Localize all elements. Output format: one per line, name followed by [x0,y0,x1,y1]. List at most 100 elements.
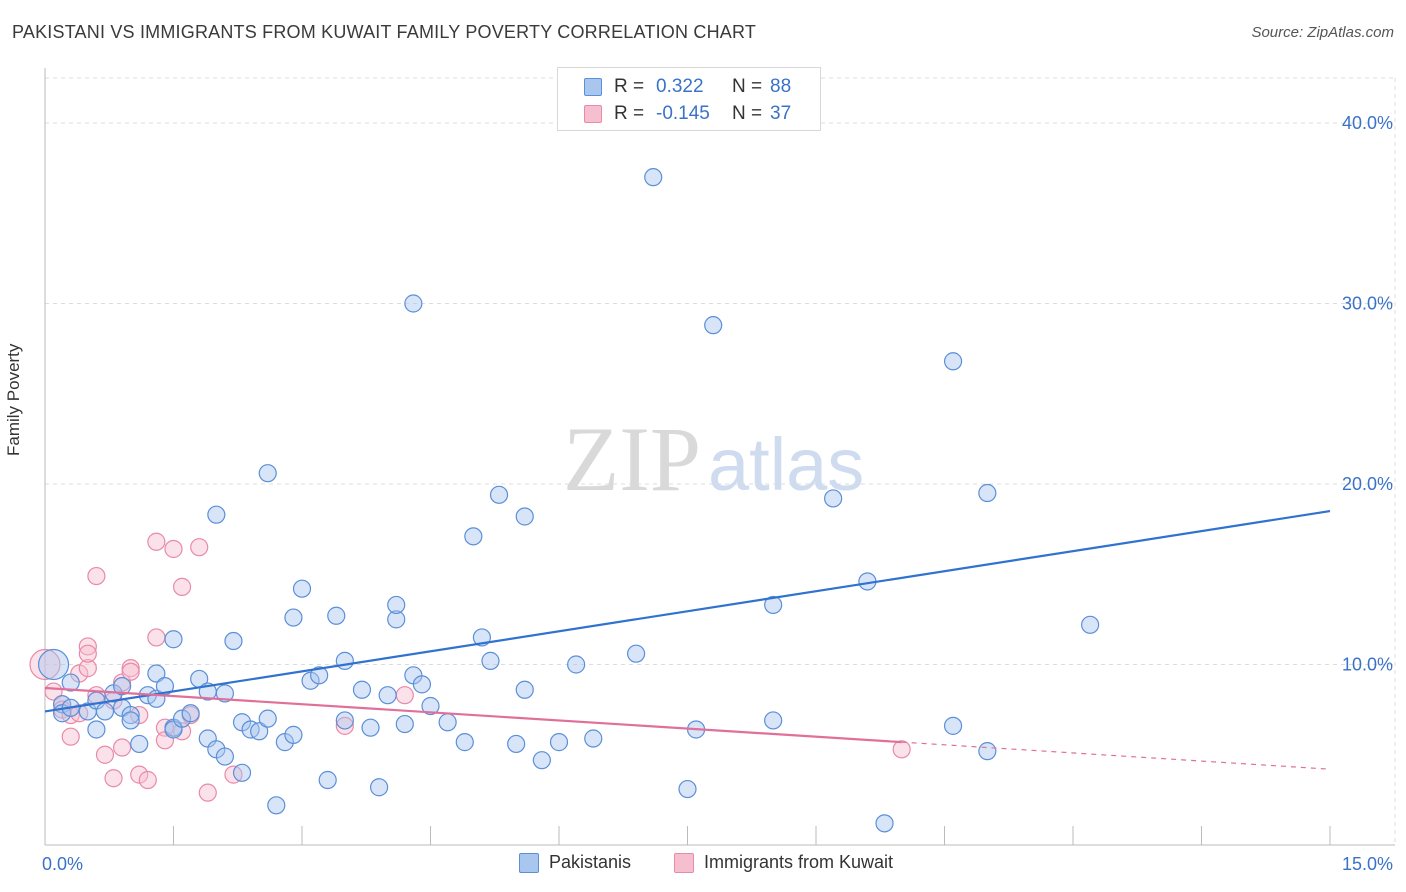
pakistanis-point[interactable] [455,733,474,752]
axes [44,68,1395,846]
pakistanis-point[interactable] [489,485,509,504]
immigrants-point[interactable] [138,770,157,790]
pakistanis-point[interactable] [327,606,346,625]
pakistanis-point[interactable] [250,722,269,741]
pakistanis-point[interactable] [1081,615,1100,634]
immigrants-point[interactable] [335,716,354,735]
pakistanis-point[interactable] [301,671,320,690]
pakistanis-point[interactable] [112,677,132,696]
watermark-atlas: atlas [708,423,864,506]
immigrants-point[interactable] [95,745,115,764]
pakistanis-point[interactable] [678,779,697,799]
immigrants-point[interactable] [29,648,61,681]
bottom-legend-pakistanis[interactable]: Pakistanis [519,852,631,873]
pakistanis-point[interactable] [172,709,192,728]
immigrants-point[interactable] [104,769,123,788]
immigrants-point[interactable] [78,637,97,656]
pakistanis-point[interactable] [258,709,277,728]
pakistanis-point[interactable] [335,711,354,730]
legend-n-label: N = [732,76,763,97]
immigrants-point[interactable] [61,727,80,746]
pakistanis-point[interactable] [412,675,432,694]
pakistanis-point[interactable] [284,725,303,744]
bottom-legend-swatch-pakistanis [519,852,539,873]
pakistanis-point[interactable] [292,579,312,598]
pakistanis-point[interactable] [130,734,149,754]
pakistanis-point[interactable] [421,696,440,716]
pakistanis-point[interactable] [515,680,534,699]
pakistanis-point[interactable] [335,651,354,670]
pakistanis-point[interactable] [824,489,843,508]
pakistanis-point[interactable] [95,702,115,721]
immigrants-point[interactable] [395,686,414,705]
pakistanis-point[interactable] [943,352,963,371]
source-label: Source: ZipAtlas.com [1251,24,1394,41]
pakistanis-point[interactable] [181,704,200,723]
pakistanis-point[interactable] [224,631,243,651]
pakistanis-point[interactable] [704,316,723,335]
pakistanis-point[interactable] [164,630,183,649]
pakistanis-point[interactable] [370,778,389,797]
pakistanis-point[interactable] [215,747,234,766]
pakistanis-point[interactable] [37,648,70,681]
pakistanis-point[interactable] [267,796,286,815]
immigrants-point[interactable] [78,659,97,678]
pakistanis-point[interactable] [387,610,406,629]
pakistanis-point[interactable] [515,507,534,526]
pakistanis-point[interactable] [507,734,526,754]
immigrants-point[interactable] [198,783,217,802]
tick-labels: 10.0% 20.0% 30.0% 40.0% 0.0% 15.0% [42,113,1393,874]
pakistanis-point[interactable] [61,673,80,692]
pakistanis-point[interactable] [207,505,226,524]
pakistanis-point[interactable] [352,680,372,699]
pakistanis-point[interactable] [978,742,997,761]
trend-line-immigrants [44,686,902,744]
pakistanis-point[interactable] [387,595,406,615]
y-tick-label: 20.0% [1342,474,1393,494]
pakistanis-point[interactable] [532,751,551,770]
pakistanis-point[interactable] [567,655,586,674]
immigrants-point[interactable] [164,539,183,559]
legend-r-label: R = [614,76,645,97]
pakistanis-point[interactable] [481,651,500,670]
pakistanis-point[interactable] [644,168,663,187]
pakistanis-point[interactable] [310,666,329,685]
pakistanis-point[interactable] [404,294,423,313]
pakistanis-point[interactable] [361,718,380,737]
legend-r-value: 0.322 [656,76,704,97]
pakistanis-point[interactable] [464,527,483,546]
pakistanis-point[interactable] [147,664,166,683]
pakistanis-point[interactable] [764,711,783,730]
immigrants-point[interactable] [147,628,166,647]
pakistanis-point[interactable] [943,716,963,735]
pakistanis-point[interactable] [764,595,783,615]
immigrants-point[interactable] [147,532,166,551]
immigrants-point[interactable] [121,662,140,681]
pakistanis-point[interactable] [395,714,414,734]
immigrants-point[interactable] [172,577,192,596]
pakistanis-point[interactable] [318,770,337,790]
immigrants-point[interactable] [78,644,97,663]
immigrants-point[interactable] [87,566,106,586]
bottom-legend-immigrants[interactable]: Immigrants from Kuwait [674,852,893,873]
pakistanis-point[interactable] [258,464,277,483]
pakistanis-point[interactable] [378,686,397,705]
immigrants-point[interactable] [892,740,911,759]
pakistanis-point[interactable] [232,763,252,782]
legend-swatch-immigrants [584,105,602,123]
pakistanis-point[interactable] [875,814,894,833]
immigrants-point[interactable] [190,538,209,557]
immigrants-point[interactable] [130,765,149,784]
pakistanis-point[interactable] [549,733,569,752]
pakistanis-point[interactable] [626,644,646,663]
pakistanis-point[interactable] [121,705,140,725]
pakistanis-point[interactable] [215,684,234,703]
immigrants-point[interactable] [112,738,132,757]
pakistanis-point[interactable] [978,483,997,503]
pakistanis-point[interactable] [584,729,603,748]
pakistanis-point[interactable] [87,720,106,739]
pakistanis-point[interactable] [438,713,457,732]
legend-n-label: N = [732,103,763,124]
pakistanis-point[interactable] [121,711,140,730]
pakistanis-point[interactable] [284,608,303,627]
